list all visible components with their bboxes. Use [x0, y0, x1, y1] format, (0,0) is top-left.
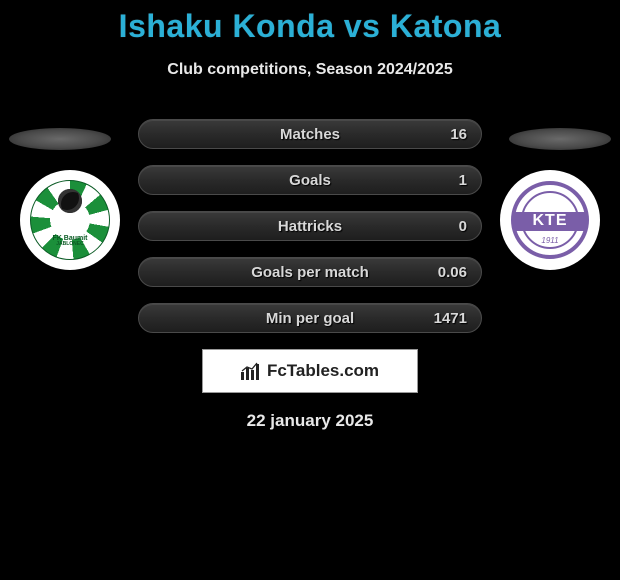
flag-placeholder-right [509, 128, 611, 150]
date-text: 22 january 2025 [0, 411, 620, 431]
crest-text-left: FK Baumit JABLONEC [53, 235, 88, 247]
brand-link[interactable]: FcTables.com [202, 349, 418, 393]
kte-crest: KTE 1911 [511, 181, 589, 259]
page-title: Ishaku Konda vs Katona [0, 8, 620, 45]
stat-right-value: 1 [459, 172, 467, 189]
stat-row: Matches 16 [138, 119, 482, 149]
jablonec-crest: FK Baumit JABLONEC [30, 180, 110, 260]
ball-icon [58, 189, 82, 213]
comparison-card: Ishaku Konda vs Katona Club competitions… [0, 0, 620, 431]
flag-placeholder-left [9, 128, 111, 150]
club-badge-right: KTE 1911 [500, 170, 600, 270]
stat-row: Goals per match 0.06 [138, 257, 482, 287]
club-badge-left: FK Baumit JABLONEC [20, 170, 120, 270]
crest-year: 1911 [541, 236, 558, 245]
stat-label: Hattricks [278, 218, 342, 235]
stat-label: Goals per match [251, 264, 369, 281]
subtitle: Club competitions, Season 2024/2025 [0, 61, 620, 79]
crest-sub-text: JABLONEC [53, 242, 88, 247]
stat-right-value: 16 [450, 126, 467, 143]
stat-right-value: 0.06 [438, 264, 467, 281]
stat-label: Goals [289, 172, 331, 189]
brand-text: FcTables.com [267, 361, 379, 381]
stat-row: Min per goal 1471 [138, 303, 482, 333]
stats-list: Matches 16 Goals 1 Hattricks 0 Goals per… [138, 119, 482, 333]
stat-label: Matches [280, 126, 340, 143]
stat-right-value: 1471 [434, 310, 467, 327]
stat-label: Min per goal [266, 310, 354, 327]
stat-row: Goals 1 [138, 165, 482, 195]
stat-right-value: 0 [459, 218, 467, 235]
stat-row: Hattricks 0 [138, 211, 482, 241]
crest-stripe: KTE [515, 212, 585, 232]
crest-text-right: KTE [533, 212, 568, 230]
chart-icon [241, 362, 261, 380]
